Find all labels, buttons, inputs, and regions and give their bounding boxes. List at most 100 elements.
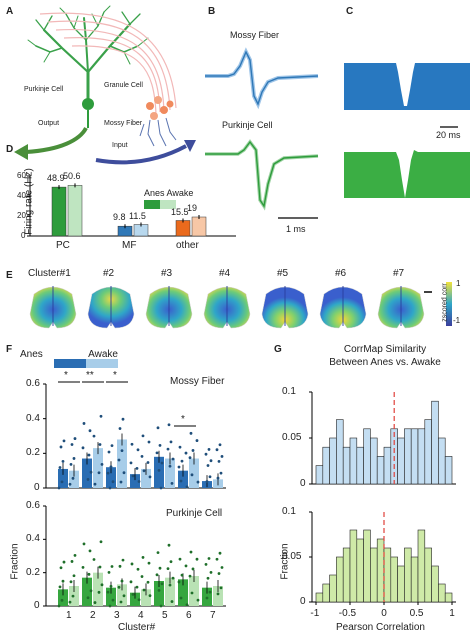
f-bottom-dot-2-awake-5 xyxy=(93,601,97,604)
f-bottom-dot-2-anes-4 xyxy=(81,565,85,569)
panel-label-c: C xyxy=(346,6,354,17)
purkinje-soma xyxy=(82,98,94,110)
f-bottom-dot-1-anes-5 xyxy=(62,560,66,564)
f-xlabel: Cluster# xyxy=(118,622,156,633)
f-bottom-dot-1-awake-2 xyxy=(70,560,74,563)
cluster-label-6: #6 xyxy=(335,268,347,279)
g-top-bin-18 xyxy=(438,437,446,485)
f-top-dot-3-awake-4 xyxy=(121,417,125,421)
f-bottom-dot-4-anes-0 xyxy=(135,585,139,589)
f-top-dot-2-awake-2 xyxy=(99,414,103,418)
f-bottom-dot-7-anes-2 xyxy=(206,576,210,580)
f-bottom-dot-1-anes-1 xyxy=(58,585,62,589)
mossy-fiber-label-b: Mossy Fiber xyxy=(230,30,280,40)
g-top-bin-4 xyxy=(342,446,351,485)
sig-label-6: * xyxy=(181,414,185,425)
f-bottom-dot-2-awake-2 xyxy=(99,540,103,544)
f-top-dot-6-anes-0 xyxy=(184,451,188,455)
mossy-fiber-waveform xyxy=(205,50,319,106)
f-bottom-dot-2-anes-1 xyxy=(87,572,91,576)
f-bottom-bar-4-awake xyxy=(141,589,151,606)
g-bottom-ytick-0.1: 0.1 xyxy=(282,506,296,517)
f-top-dot-7-anes-5 xyxy=(209,459,213,463)
sig-label-2: ** xyxy=(86,370,94,381)
e-cbar-tick-bottom: -1 xyxy=(453,316,461,325)
c-scale-label: 20 ms xyxy=(436,130,461,140)
f-top-dot-7-awake-4 xyxy=(219,471,223,475)
f-top-dot-6-anes-5 xyxy=(180,459,184,463)
mossy-fiber-terminals xyxy=(139,117,177,147)
f-bottom-dot-2-awake-0 xyxy=(97,590,101,594)
f-top-ytick-0: 0 xyxy=(34,482,40,493)
f-bottom-title: Purkinje Cell xyxy=(166,508,223,519)
f-top-dot-2-awake-4 xyxy=(92,434,96,438)
f-top-dot-2-awake-0 xyxy=(97,471,101,475)
f-top-dot-5-awake-4 xyxy=(170,481,174,485)
f-top-bar-2-awake xyxy=(93,448,103,488)
f-xtick-5: 5 xyxy=(162,610,168,621)
mossy-fiber-acg xyxy=(344,63,470,110)
f-bottom-dot-4-anes-2 xyxy=(137,598,141,602)
f-xtick-2: 2 xyxy=(90,610,96,621)
f-bottom-dot-3-awake-5 xyxy=(122,594,126,598)
f-bottom-dot-7-anes-3 xyxy=(207,557,211,560)
f-bottom-dot-3-awake-0 xyxy=(117,585,121,589)
g-bottom-bin-12 xyxy=(397,565,405,603)
f-bottom-dot-2-awake-4 xyxy=(92,558,96,561)
g-bottom-bin-0 xyxy=(315,592,324,603)
f-bottom-dot-5-awake-0 xyxy=(166,567,170,571)
f-bottom-dot-2-awake-1 xyxy=(98,565,102,569)
f-bottom-bar-6-anes xyxy=(178,579,188,606)
d-value-label-pc-anes: 48.9 xyxy=(47,173,65,184)
f-bottom-dot-5-awake-2 xyxy=(168,583,172,587)
panel-label-d: D xyxy=(6,144,14,155)
mossy-fiber-label-a: Mossy Fiber xyxy=(104,120,143,127)
f-top-dot-7-awake-5 xyxy=(220,455,224,458)
f-top-dot-5-anes-4 xyxy=(159,486,163,490)
g-top-bin-6 xyxy=(356,446,364,485)
g-bottom-bin-9 xyxy=(376,538,385,603)
f-top-dot-4-awake-4 xyxy=(141,434,145,438)
f-top-dot-5-anes-1 xyxy=(156,426,160,430)
f-top-dot-1-anes-2 xyxy=(59,445,63,449)
f-top-ytick-0.6: 0.6 xyxy=(26,378,40,389)
f-bottom-dot-4-anes-3 xyxy=(129,580,133,584)
f-top-bar-6-awake xyxy=(189,458,199,488)
e-colorbar xyxy=(446,282,452,326)
f-top-ytick-0.2: 0.2 xyxy=(26,447,40,459)
f-top-title: Mossy Fiber xyxy=(170,376,225,387)
f-top-dot-7-anes-0 xyxy=(204,452,208,456)
purkinje-cell-label-b: Purkinje Cell xyxy=(222,120,273,130)
g-bottom-bin-8 xyxy=(370,547,378,603)
f-top-dot-1-anes-0 xyxy=(57,486,61,490)
f-top-dot-4-awake-5 xyxy=(142,469,146,473)
f-bottom-dot-6-awake-5 xyxy=(191,567,195,571)
f-top-dot-4-anes-3 xyxy=(129,461,133,465)
d-value-label-other-anes: 15.5 xyxy=(171,206,189,217)
granule-cells xyxy=(146,96,174,120)
purkinje-dendrite-tree xyxy=(27,5,149,102)
f-bottom-bar-1-anes xyxy=(58,589,68,606)
f-bottom-bar-2-awake xyxy=(93,572,103,606)
f-bottom-ytick-0: 0 xyxy=(34,600,40,611)
f-bottom-dot-4-anes-4 xyxy=(130,562,134,566)
f-xtick-4: 4 xyxy=(138,610,144,621)
g-top-ytick-0.1: 0.1 xyxy=(282,386,296,397)
g-top-bin-13 xyxy=(404,428,412,485)
f-top-dot-7-awake-2 xyxy=(217,460,221,463)
f-bottom-bar-6-awake xyxy=(189,576,199,606)
f-bottom-dot-3-awake-3 xyxy=(120,579,124,583)
d-value-label-other-awake: 19 xyxy=(187,203,198,213)
f-top-dot-1-awake-0 xyxy=(68,482,72,486)
f-top-dot-3-awake-2 xyxy=(119,480,123,484)
f-bottom-dot-3-awake-4 xyxy=(121,558,125,562)
f-bottom-dot-5-anes-4 xyxy=(159,604,163,608)
f-top-dot-2-anes-2 xyxy=(88,429,92,433)
g-top-bin-3 xyxy=(336,419,344,485)
f-top-bar-5-anes xyxy=(154,456,164,488)
f-top-dot-7-anes-2 xyxy=(206,464,210,467)
f-top-dot-3-awake-1 xyxy=(118,427,122,430)
